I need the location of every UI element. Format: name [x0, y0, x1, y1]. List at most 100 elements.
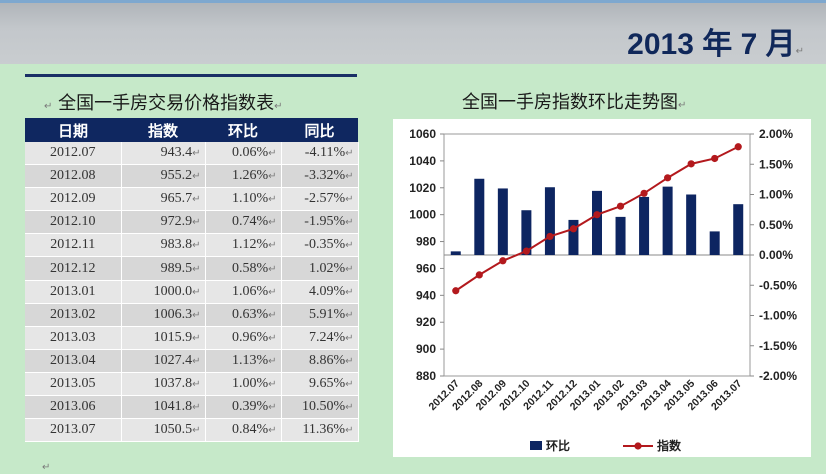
header-accent-line — [0, 0, 826, 3]
table-row: 2012.10 972.9↵ 0.74%↵ -1.95%↵ — [25, 210, 359, 235]
table-row: 2012.07 943.4↵ 0.06%↵ -4.11%↵ — [25, 142, 359, 166]
cell-mom: 1.12%↵ — [205, 233, 282, 258]
cell-index: 1015.9↵ — [121, 326, 206, 350]
cell-index: 1050.5↵ — [121, 418, 206, 443]
cell-mom: 0.84%↵ — [205, 418, 282, 443]
cell-index: 983.8↵ — [121, 233, 206, 258]
cell-mom: 1.06%↵ — [205, 280, 282, 304]
point-index-2012.09 — [499, 257, 507, 265]
bar-mom-2013.06 — [709, 231, 720, 255]
right-tick-label: -1.00% — [759, 309, 797, 323]
bar-mom-2012.07 — [450, 251, 461, 255]
cell-date: 2013.07 — [25, 418, 122, 443]
table-title: ↵ 全国一手房交易价格指数表↵ — [44, 93, 283, 114]
legend-marker-index — [634, 442, 642, 450]
table-row: 2013.02 1006.3↵ 0.63%↵ 5.91%↵ — [25, 303, 359, 327]
table-row: 2013.04 1027.4↵ 1.13%↵ 8.86%↵ — [25, 349, 359, 373]
right-tick-label: 0.00% — [759, 248, 793, 262]
point-index-2013.04 — [664, 174, 672, 182]
paragraph-mark: ↵ — [42, 462, 51, 473]
right-tick-label: -2.00% — [759, 369, 797, 383]
left-tick-label: 880 — [416, 369, 436, 383]
cell-date: 2013.02 — [25, 303, 122, 327]
bar-mom-2013.04 — [662, 186, 673, 255]
table-top-rule — [25, 74, 357, 77]
cell-index: 1006.3↵ — [121, 303, 206, 327]
header-bar: 2013 年 7 月↵ — [0, 0, 826, 64]
point-index-2012.10 — [522, 247, 530, 255]
cell-date: 2012.07 — [25, 142, 122, 166]
right-tick-label: 0.50% — [759, 218, 793, 232]
table-row: 2013.07 1050.5↵ 0.84%↵ 11.36%↵ — [25, 418, 359, 443]
left-tick-label: 900 — [416, 342, 436, 356]
cell-date: 2012.10 — [25, 210, 122, 235]
report-date-title: 2013 年 7 月↵ — [627, 28, 804, 61]
cell-index: 1027.4↵ — [121, 349, 206, 373]
cell-index: 1041.8↵ — [121, 395, 206, 420]
cell-yoy: 5.91%↵ — [281, 303, 359, 327]
left-tick-label: 960 — [416, 261, 436, 275]
cell-mom: 1.13%↵ — [205, 349, 282, 373]
bar-mom-2012.09 — [497, 188, 508, 255]
right-tick-label: 2.00% — [759, 127, 793, 141]
bar-mom-2012.08 — [474, 178, 485, 255]
cell-yoy: 11.36%↵ — [281, 418, 359, 443]
header-index: 指数 — [121, 118, 205, 142]
cell-mom: 0.74%↵ — [205, 210, 282, 235]
cell-yoy: -1.95%↵ — [281, 210, 359, 235]
bar-mom-2013.02 — [615, 216, 626, 255]
legend-label-index: 指数 — [657, 438, 682, 453]
right-tick-label: -1.50% — [759, 339, 797, 353]
bar-mom-2012.10 — [521, 210, 532, 255]
point-index-2012.07 — [452, 287, 460, 295]
cell-index: 943.4↵ — [121, 142, 206, 166]
point-index-2013.01 — [593, 211, 601, 219]
cell-mom: 0.63%↵ — [205, 303, 282, 327]
legend-swatch-mom — [530, 441, 542, 450]
header-mom: 环比 — [205, 118, 281, 142]
bar-mom-2013.01 — [592, 190, 602, 255]
cell-date: 2013.06 — [25, 395, 122, 420]
table-row: 2012.09 965.7↵ 1.10%↵ -2.57%↵ — [25, 187, 359, 212]
table-row: 2012.11 983.8↵ 1.12%↵ -0.35%↵ — [25, 233, 359, 258]
cell-date: 2012.12 — [25, 256, 122, 281]
header-yoy: 同比 — [281, 118, 358, 142]
bar-mom-2013.05 — [686, 194, 697, 255]
cell-mom: 0.58%↵ — [205, 256, 282, 281]
left-tick-label: 920 — [416, 315, 436, 329]
table-row: 2013.06 1041.8↵ 0.39%↵ 10.50%↵ — [25, 395, 359, 420]
table-row: 2012.08 955.2↵ 1.26%↵ -3.32%↵ — [25, 164, 359, 189]
cell-date: 2013.05 — [25, 372, 122, 397]
cell-date: 2013.01 — [25, 280, 122, 304]
point-index-2013.02 — [616, 202, 625, 210]
cell-mom: 0.96%↵ — [205, 326, 282, 350]
cell-yoy: 7.24%↵ — [281, 326, 359, 350]
point-index-2012.08 — [475, 271, 483, 279]
cell-index: 1037.8↵ — [121, 372, 206, 397]
left-tick-label: 940 — [416, 288, 436, 302]
point-index-2013.06 — [711, 154, 719, 163]
left-tick-label: 980 — [416, 235, 436, 249]
header-date: 日期 — [25, 118, 121, 142]
table-row: 2013.01 1000.0↵ 1.06%↵ 4.09%↵ — [25, 280, 359, 304]
right-tick-label: 1.00% — [759, 188, 793, 202]
cell-mom: 0.06%↵ — [205, 142, 282, 166]
cell-mom: 1.26%↵ — [205, 164, 282, 189]
cell-mom: 1.10%↵ — [205, 187, 282, 212]
table-header-row: 日期 指数 环比 同比 — [25, 118, 358, 142]
index-trend-chart: 880 900 920 940 960 980 1000 1020 1040 1060 -2.00%… — [393, 119, 811, 457]
table-row: 2012.12 989.5↵ 0.58%↵ 1.02%↵ — [25, 256, 359, 281]
point-index-2013.07 — [734, 143, 742, 151]
cell-yoy: -4.11%↵ — [281, 142, 359, 166]
price-index-table: 日期 指数 环比 同比 2012.07 943.4↵ 0.06%↵ -4.11%↵ 20… — [25, 118, 359, 443]
cell-yoy: 9.65%↵ — [281, 372, 359, 397]
bar-mom-2013.03 — [639, 196, 650, 255]
left-tick-label: 1060 — [409, 127, 436, 141]
cell-date: 2012.11 — [25, 233, 122, 258]
cell-yoy: 1.02%↵ — [281, 256, 359, 281]
cell-date: 2012.09 — [25, 187, 122, 212]
cell-date: 2013.03 — [25, 326, 122, 350]
bar-mom-2012.11 — [544, 187, 555, 255]
cell-yoy: -2.57%↵ — [281, 187, 359, 212]
cell-mom: 1.00%↵ — [205, 372, 282, 397]
